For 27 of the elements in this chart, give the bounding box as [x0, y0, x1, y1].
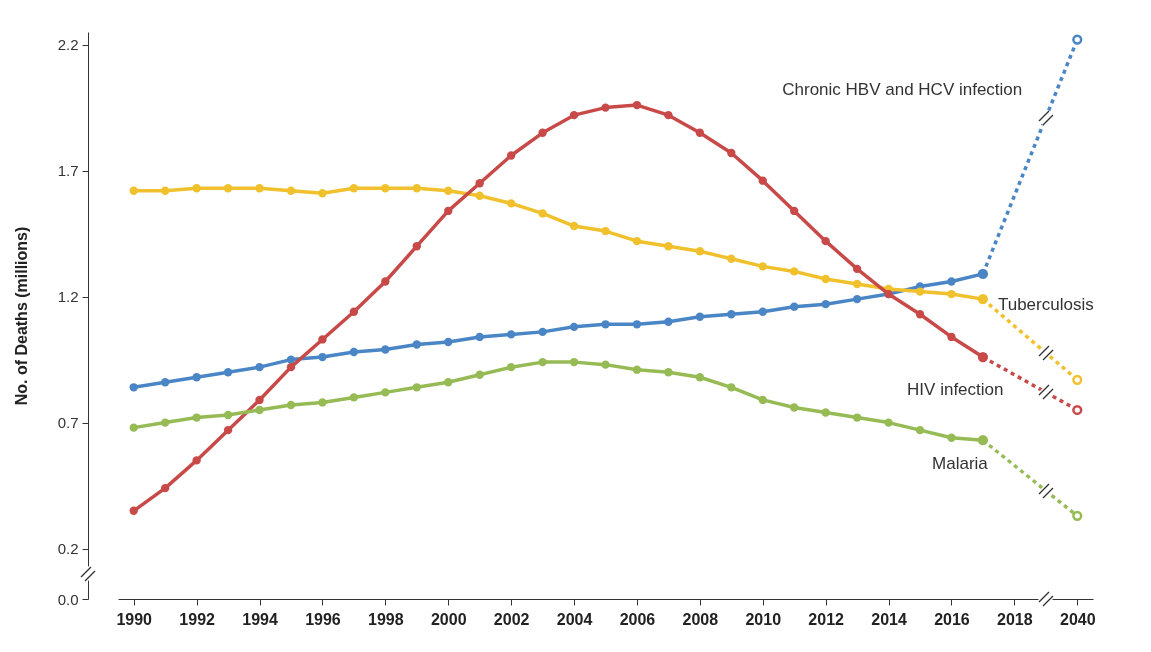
y-tick-label: 1.7	[57, 162, 79, 180]
y-tick-label: 0.7	[57, 414, 79, 432]
y-axis-title: No. of Deaths (millions)	[12, 226, 30, 406]
series-label: Malaria	[932, 454, 989, 474]
y-tick-label: 0.0	[57, 590, 79, 608]
x-tick-label: 2012	[808, 610, 845, 628]
x-tick-label: 2002	[493, 610, 530, 628]
x-tick-label: 2018	[997, 610, 1033, 628]
y-tick-label: 2.2	[57, 36, 79, 54]
x-tick-label: 1996	[305, 610, 341, 628]
x-tick-label: 2006	[619, 610, 656, 628]
series-label: HIV infection	[907, 380, 1004, 399]
x-tick-label: 2008	[682, 610, 719, 628]
x-tick-label: 1990	[116, 610, 153, 628]
x-tick-label: 2010	[745, 610, 782, 628]
x-tick-label: 1998	[368, 610, 404, 628]
x-tick-label: 1992	[179, 610, 216, 628]
series-label: Tuberculosis	[997, 295, 1094, 315]
x-tick-label: 2004	[556, 610, 593, 628]
x-tick-label: 2000	[430, 610, 467, 628]
x-tick-label: 2014	[871, 610, 907, 628]
x-tick-label: 2016	[934, 610, 970, 628]
series-label: Chronic HBV and HCV infection	[782, 79, 1023, 99]
y-tick-label: 0.2	[57, 540, 79, 558]
y-tick-label: 1.2	[57, 288, 79, 306]
x-tick-label: 2040	[1059, 610, 1096, 628]
x-tick-label: 1994	[242, 610, 278, 628]
